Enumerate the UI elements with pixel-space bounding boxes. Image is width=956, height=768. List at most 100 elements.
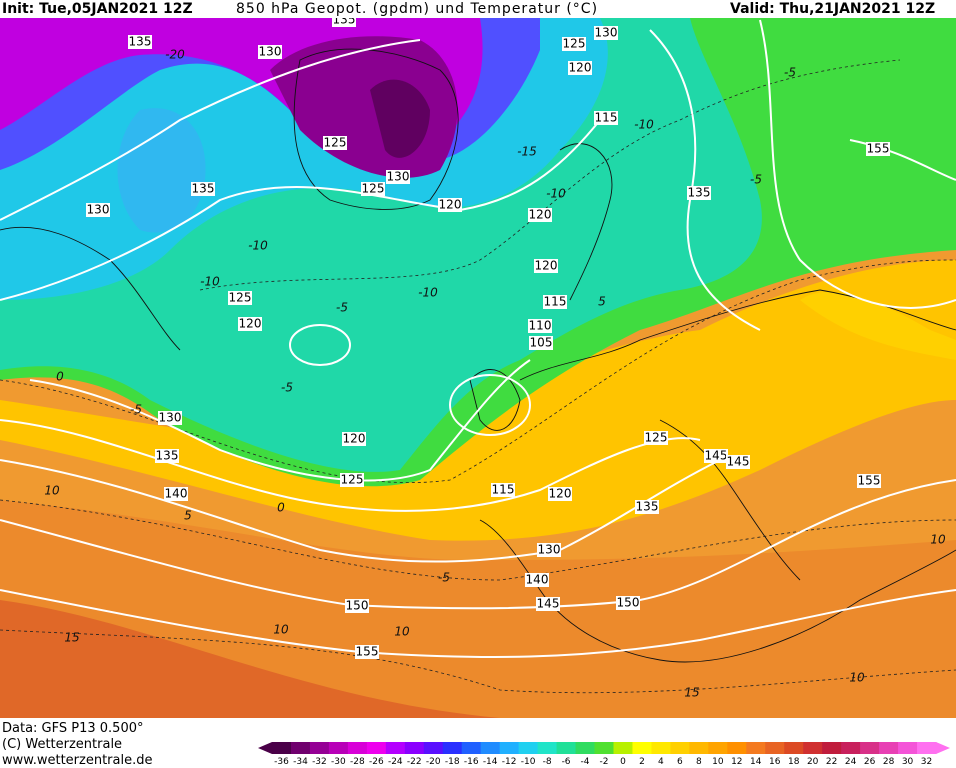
- geo-label-bg: [687, 186, 711, 200]
- geo-label-bg: [355, 645, 379, 659]
- geo-label-bg: [258, 45, 282, 59]
- colorbar-swatch: [423, 742, 444, 754]
- geo-label-bg: [529, 336, 553, 350]
- colorbar-swatch: [708, 742, 728, 754]
- temp-label: 5: [184, 509, 192, 523]
- colorbar-swatch: [347, 742, 368, 754]
- temp-label: 0: [277, 501, 285, 515]
- colorbar-swatch: [461, 742, 482, 754]
- temp-label: 10: [849, 671, 865, 685]
- geo-label: 110: [529, 319, 552, 333]
- geo-label-bg: [86, 203, 110, 217]
- geopotential-labels: 1351301251351301251201301351401501551201…: [86, 13, 890, 659]
- geo-label: 145: [705, 449, 728, 463]
- colorbar-swatch: [632, 742, 652, 754]
- geo-label-bg: [568, 61, 592, 75]
- colorbar-label: -24: [388, 757, 403, 767]
- colorbar-label: 12: [731, 757, 742, 767]
- colorbar-swatch: [917, 742, 937, 754]
- geo-label: 140: [165, 487, 188, 501]
- geo-label: 130: [538, 543, 561, 557]
- colorbar-label: -16: [464, 757, 479, 767]
- colorbar-label: 16: [769, 757, 781, 767]
- colorbar-swatch: [328, 742, 349, 754]
- geo-label: 115: [544, 295, 567, 309]
- temp-label: 10: [273, 623, 289, 637]
- colorbar-label: -36: [274, 757, 289, 767]
- colorbar-label: 20: [807, 757, 819, 767]
- colorbar-swatch: [727, 742, 747, 754]
- colorbar-swatch: [385, 742, 406, 754]
- geo-label-bg: [866, 142, 890, 156]
- colorbar-label: -10: [521, 757, 536, 767]
- geo-label: 130: [87, 203, 110, 217]
- colorbar-label: 24: [845, 757, 857, 767]
- geo-label: 135: [192, 182, 215, 196]
- geo-label: 135: [688, 186, 711, 200]
- geo-label: 125: [229, 291, 252, 305]
- geo-label-bg: [528, 208, 552, 222]
- geo-label-bg: [238, 317, 262, 331]
- geo-label-bg: [361, 182, 385, 196]
- colorbar-label: 4: [658, 757, 664, 767]
- temp-label: 15: [684, 686, 699, 700]
- map-title: 850 hPa Geopot. (gpdm) und Temperatur (°…: [236, 1, 598, 17]
- temp-label: -5: [281, 381, 293, 395]
- temp-label: -5: [130, 403, 142, 417]
- geo-label-bg: [228, 291, 252, 305]
- colorbar-label: 30: [902, 757, 914, 767]
- colorbar-label: 10: [712, 757, 724, 767]
- temperature-field: [0, 18, 956, 718]
- colorbar-arrow-left: [258, 742, 272, 754]
- geo-label: 155: [858, 474, 881, 488]
- geo-label-bg: [536, 597, 560, 611]
- temp-label: -15: [517, 145, 537, 159]
- temp-label: -10: [200, 275, 220, 289]
- colorbar-label: 22: [826, 757, 837, 767]
- data-source: Data: GFS P13 0.500°: [2, 721, 144, 736]
- temp-label: -10: [634, 118, 654, 132]
- colorbar-label: -32: [312, 757, 327, 767]
- colorbar-swatch: [784, 742, 804, 754]
- colorbar-label: -4: [581, 757, 590, 767]
- geo-label-bg: [594, 111, 618, 125]
- colorbar-label: -14: [483, 757, 498, 767]
- geo-label-bg: [155, 449, 179, 463]
- geo-label-bg: [704, 449, 728, 463]
- temp-label: 5: [598, 295, 606, 309]
- valid-label: Valid: Thu,21JAN2021 12Z: [730, 1, 935, 17]
- temp-label: 10: [394, 625, 410, 639]
- geo-label: 125: [324, 136, 347, 150]
- geo-label-bg: [543, 295, 567, 309]
- geo-label: 130: [259, 45, 282, 59]
- temp-label: -10: [418, 286, 438, 300]
- geo-label: 125: [563, 37, 586, 51]
- temp-label: -5: [784, 66, 796, 80]
- geo-label-bg: [562, 37, 586, 51]
- geo-label: 105: [530, 336, 553, 350]
- colorbar-label: 14: [750, 757, 762, 767]
- geo-label: 120: [535, 259, 558, 273]
- geo-label-bg: [635, 500, 659, 514]
- geo-label-bg: [342, 432, 366, 446]
- colorbar-swatch: [765, 742, 785, 754]
- copyright: (C) Wetterzentrale: [2, 737, 122, 752]
- colorbar-label: -30: [331, 757, 346, 767]
- geo-label-bg: [525, 573, 549, 587]
- colorbar-swatch: [518, 742, 539, 754]
- colorbar-swatch: [404, 742, 425, 754]
- colorbar-swatch: [803, 742, 823, 754]
- geo-label: 135: [636, 500, 659, 514]
- geo-label: 120: [239, 317, 262, 331]
- init-label: Init: Tue,05JAN2021 12Z: [2, 1, 193, 17]
- geo-label: 115: [595, 111, 618, 125]
- colorbar-label: 18: [788, 757, 800, 767]
- colorbar-label: 28: [883, 757, 895, 767]
- colorbar-label: -22: [407, 757, 422, 767]
- geo-label: 115: [492, 483, 515, 497]
- colorbar-swatch: [366, 742, 387, 754]
- colorbar-label: -6: [562, 757, 571, 767]
- temp-label: -10: [546, 187, 566, 201]
- colorbar-label: -20: [426, 757, 441, 767]
- colorbar-arrow-right: [936, 742, 950, 754]
